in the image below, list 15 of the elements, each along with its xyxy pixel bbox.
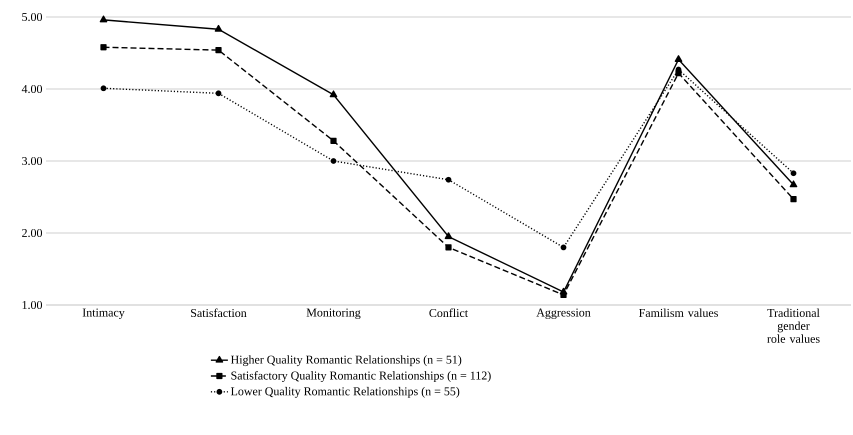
y-tick-label: 2.00 (22, 228, 42, 238)
x-tick-label: Conflict (429, 308, 468, 318)
y-tick-label: 5.00 (22, 12, 42, 22)
x-tick-label: Aggression (536, 308, 591, 320)
x-tick-label: Satisfaction (191, 308, 247, 318)
x-tick-label: Intimacy (82, 308, 125, 320)
legend-label: Lower Quality Romantic Relationships (n = 55) (230, 386, 460, 398)
legend-label: Higher Quality Romantic Relationships (n = 51) (230, 355, 462, 366)
y-tick-label: 4.00 (22, 84, 42, 94)
x-tick-label: Familism values (639, 308, 718, 317)
legend-label: Satisfactory Quality Romantic Relationships (n = 112) (231, 371, 491, 382)
x-tick-label: Traditional gender role values (767, 308, 820, 343)
y-tick-label: 1.00 (22, 300, 42, 310)
x-tick-label: Monitoring (306, 308, 361, 320)
y-tick-label: 3.00 (22, 156, 42, 166)
